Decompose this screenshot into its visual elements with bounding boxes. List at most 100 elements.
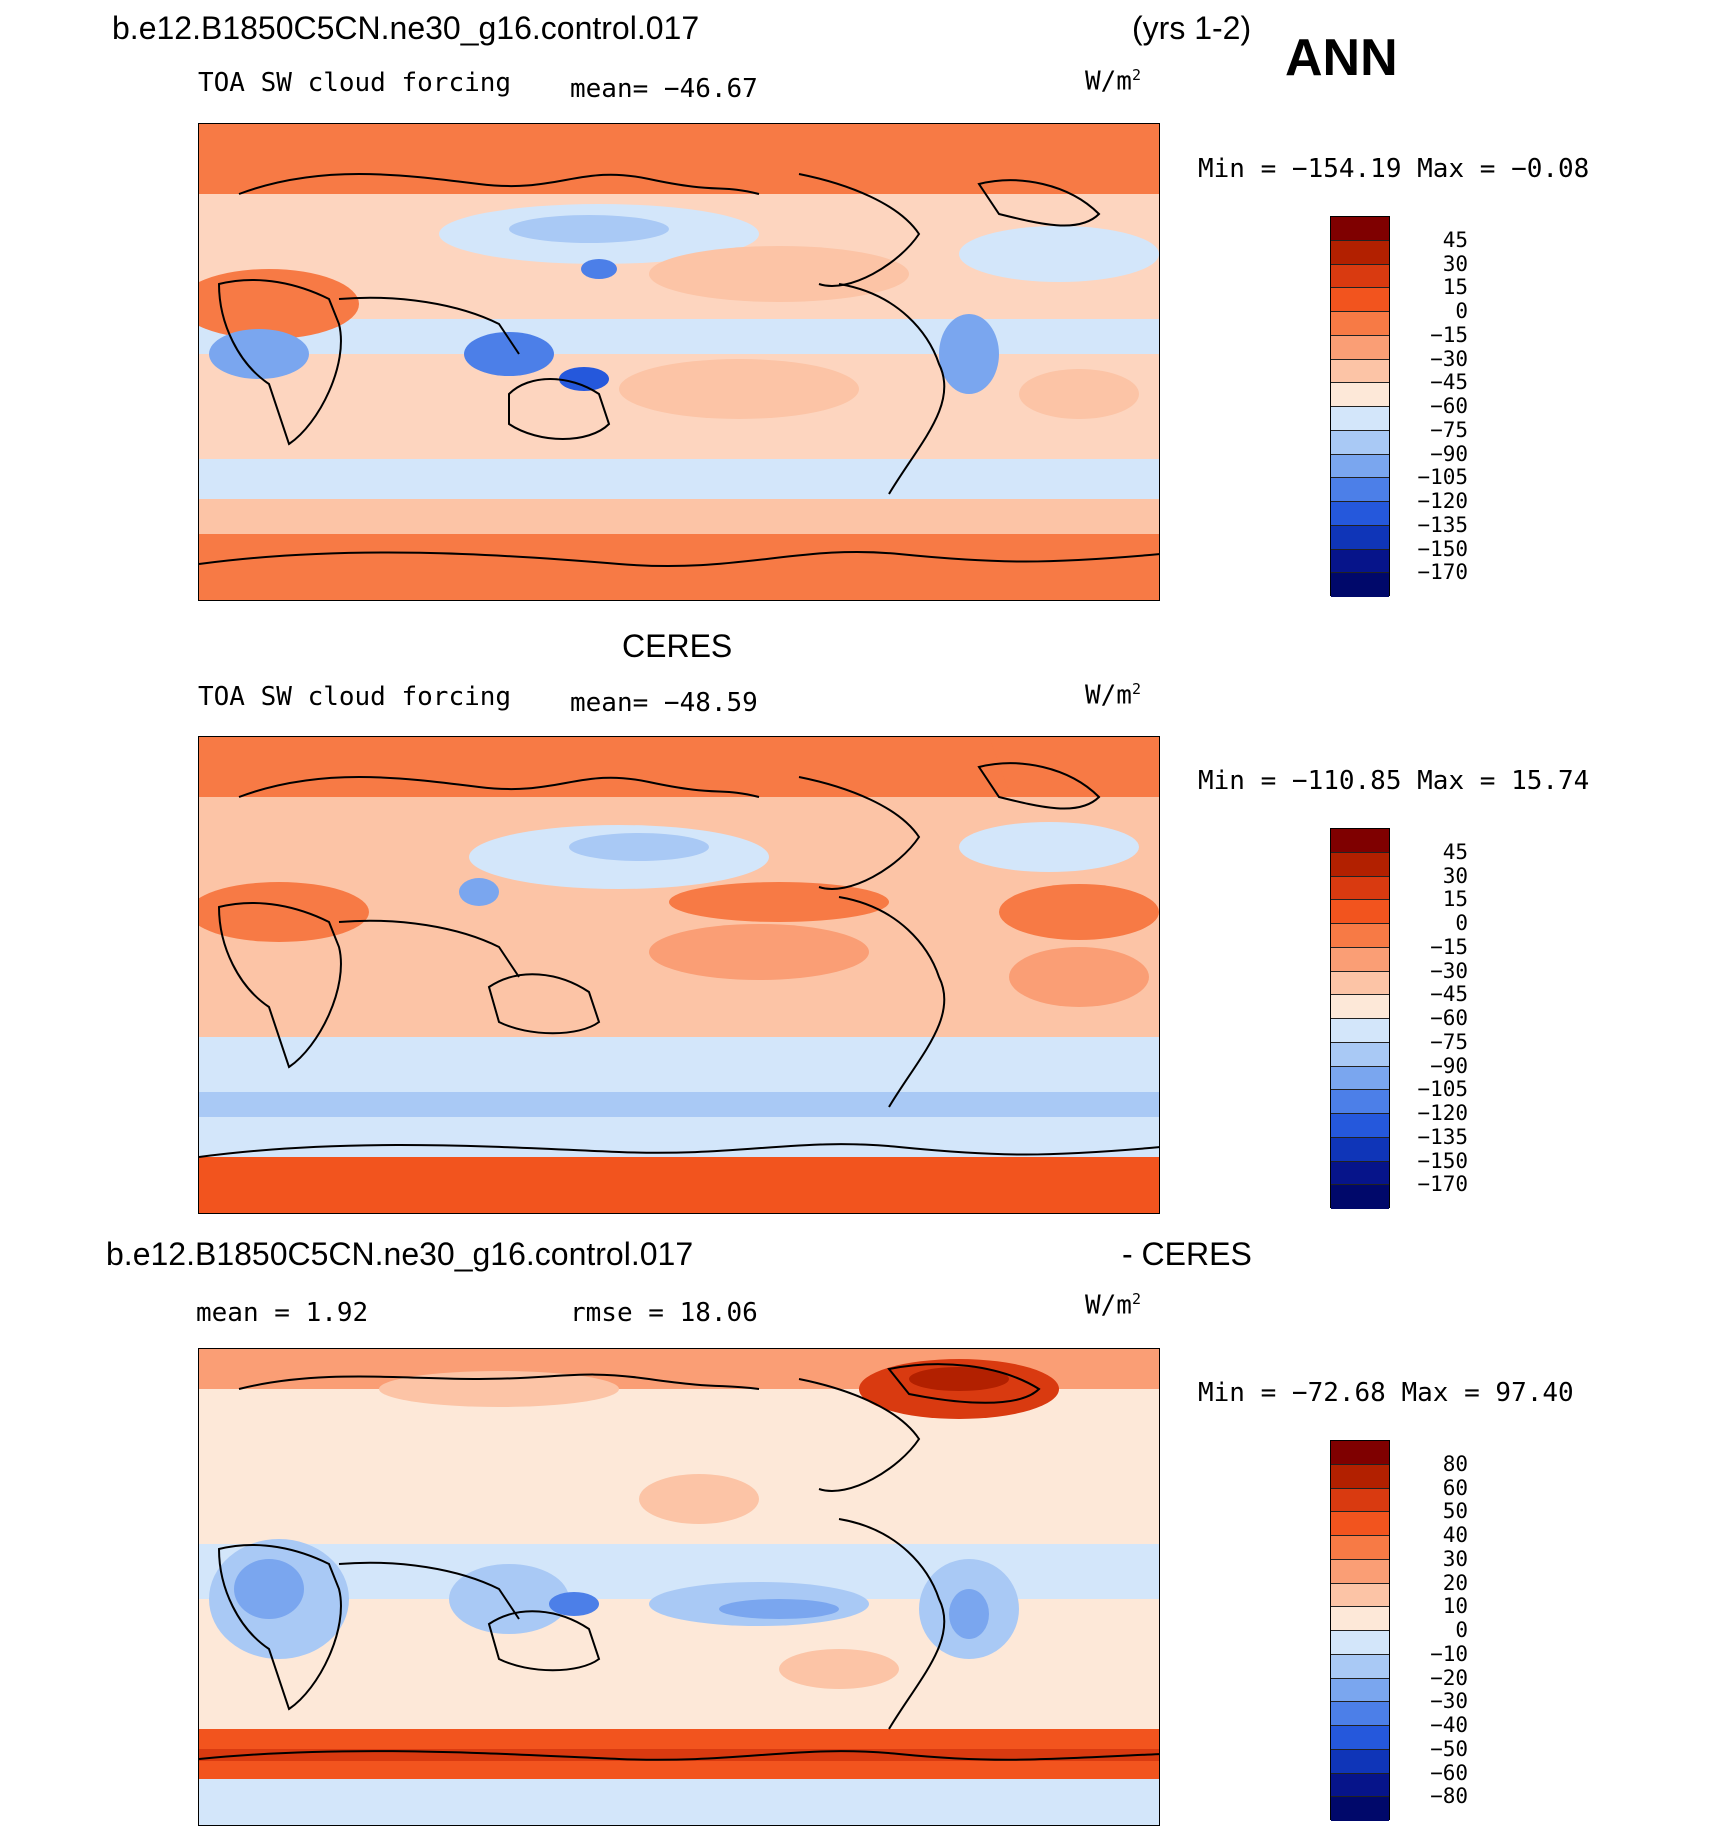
panel2-map [198,736,1160,1214]
panel1-map [198,123,1160,601]
colorbar-swatch [1331,924,1389,948]
colorbar-tick-label: −90 [1430,441,1468,466]
panel2-minmax: Min = −110.85 Max = 15.74 [1198,766,1590,796]
colorbar-tick-label: 60 [1442,1475,1468,1500]
colorbar-swatch [1331,573,1389,597]
colorbar-tick-label: −45 [1430,370,1468,395]
colorbar-tick-label: −15 [1430,934,1468,959]
panel1-minmax: Min = −154.19 Max = −0.08 [1198,154,1590,184]
panel2-units: W/m2 [1085,680,1141,711]
colorbar-tick-label: 45 [1442,227,1468,252]
colorbar-swatch [1331,217,1389,241]
panel1-mean: mean= −46.67 [570,74,758,104]
panel3-title-left: b.e12.B1850C5CN.ne30_g16.control.017 [106,1236,694,1272]
panel1-colorbar [1330,216,1390,597]
colorbar-swatch [1331,502,1389,526]
colorbar-tick-label: −30 [1430,958,1468,983]
colorbar-tick-label: −170 [1417,560,1468,585]
colorbar-swatch [1331,407,1389,431]
colorbar-tick-label: −60 [1430,1760,1468,1785]
colorbar-swatch [1331,1512,1389,1536]
colorbar-swatch [1331,1488,1389,1513]
colorbar-tick-label: −120 [1417,489,1468,513]
colorbar-tick-label: −90 [1430,1053,1468,1078]
colorbar-swatch [1331,1114,1389,1138]
colorbar-tick-label: 15 [1442,275,1468,300]
colorbar-tick-label: −120 [1417,1101,1468,1125]
colorbar-tick-label: −150 [1417,536,1468,561]
colorbar-swatch [1331,335,1389,360]
colorbar-swatch [1331,1726,1389,1750]
colorbar-swatch [1331,1583,1389,1608]
colorbar-swatch [1331,1441,1389,1465]
colorbar-tick-label: −30 [1430,1689,1468,1714]
colorbar-tick-label: −75 [1430,417,1468,442]
colorbar-tick-label: −135 [1417,512,1468,537]
colorbar-swatch [1331,264,1389,289]
colorbar-tick-label: −20 [1430,1665,1468,1690]
colorbar-swatch [1331,1536,1389,1560]
colorbar-tick-label: −50 [1430,1736,1468,1761]
colorbar-swatch [1331,312,1389,336]
panel2-colorbar [1330,828,1390,1209]
colorbar-swatch [1331,549,1389,574]
colorbar-tick-label: −15 [1430,322,1468,347]
panel1-field-label: TOA SW cloud forcing [198,68,512,98]
panel3-colorbar [1330,1440,1390,1821]
colorbar-tick-label: 0 [1455,1618,1468,1642]
colorbar-swatch [1331,1066,1389,1091]
colorbar-swatch [1331,1678,1389,1703]
colorbar-swatch [1331,1464,1389,1489]
colorbar-swatch [1331,383,1389,407]
colorbar-tick-label: −40 [1430,1713,1468,1737]
panel3-title-right: - CERES [1122,1236,1252,1272]
colorbar-tick-label: 40 [1442,1523,1468,1547]
colorbar-tick-label: −170 [1417,1172,1468,1197]
colorbar-tick-label: 30 [1442,251,1468,276]
colorbar-tick-label: −150 [1417,1148,1468,1173]
colorbar-swatch [1331,1607,1389,1631]
panel2-source-title: CERES [622,628,733,664]
colorbar-tick-label: 80 [1442,1451,1468,1476]
case-title: b.e12.B1850C5CN.ne30_g16.control.017 [112,10,700,46]
colorbar-swatch [1331,900,1389,924]
years-label: (yrs 1-2) [1132,10,1252,46]
colorbar-tick-label: −45 [1430,982,1468,1007]
colorbar-tick-label: 30 [1442,863,1468,888]
colorbar-swatch [1331,1185,1389,1209]
colorbar-tick-label: 15 [1442,887,1468,912]
colorbar-swatch [1331,1773,1389,1798]
colorbar-tick-label: 20 [1442,1570,1468,1595]
panel3-units: W/m2 [1085,1290,1141,1321]
colorbar-swatch [1331,454,1389,479]
panel1-units: W/m2 [1085,66,1141,97]
colorbar-tick-label: 10 [1442,1594,1468,1619]
colorbar-swatch [1331,359,1389,384]
colorbar-swatch [1331,288,1389,312]
colorbar-swatch [1331,876,1389,901]
panel3-mean: mean = 1.92 [196,1298,369,1328]
colorbar-tick-label: −105 [1417,465,1468,490]
colorbar-swatch [1331,430,1389,455]
colorbar-tick-label: −60 [1430,1006,1468,1030]
colorbar-tick-label: −75 [1430,1029,1468,1054]
colorbar-swatch [1331,1042,1389,1067]
colorbar-swatch [1331,995,1389,1019]
season-label: ANN [1285,29,1398,87]
colorbar-swatch [1331,1161,1389,1186]
colorbar-tick-label: 0 [1455,299,1468,323]
colorbar-tick-label: −30 [1430,346,1468,371]
panel3-minmax: Min = −72.68 Max = 97.40 [1198,1378,1574,1408]
colorbar-swatch [1331,240,1389,265]
colorbar-tick-label: −135 [1417,1124,1468,1149]
colorbar-swatch [1331,1631,1389,1655]
colorbar-tick-label: 30 [1442,1546,1468,1571]
colorbar-tick-label: −105 [1417,1077,1468,1102]
colorbar-swatch [1331,1654,1389,1679]
colorbar-swatch [1331,1090,1389,1114]
colorbar-swatch [1331,1019,1389,1043]
colorbar-swatch [1331,1702,1389,1726]
colorbar-swatch [1331,1137,1389,1162]
colorbar-tick-label: −80 [1430,1784,1468,1809]
panel3-rmse: rmse = 18.06 [570,1298,758,1328]
